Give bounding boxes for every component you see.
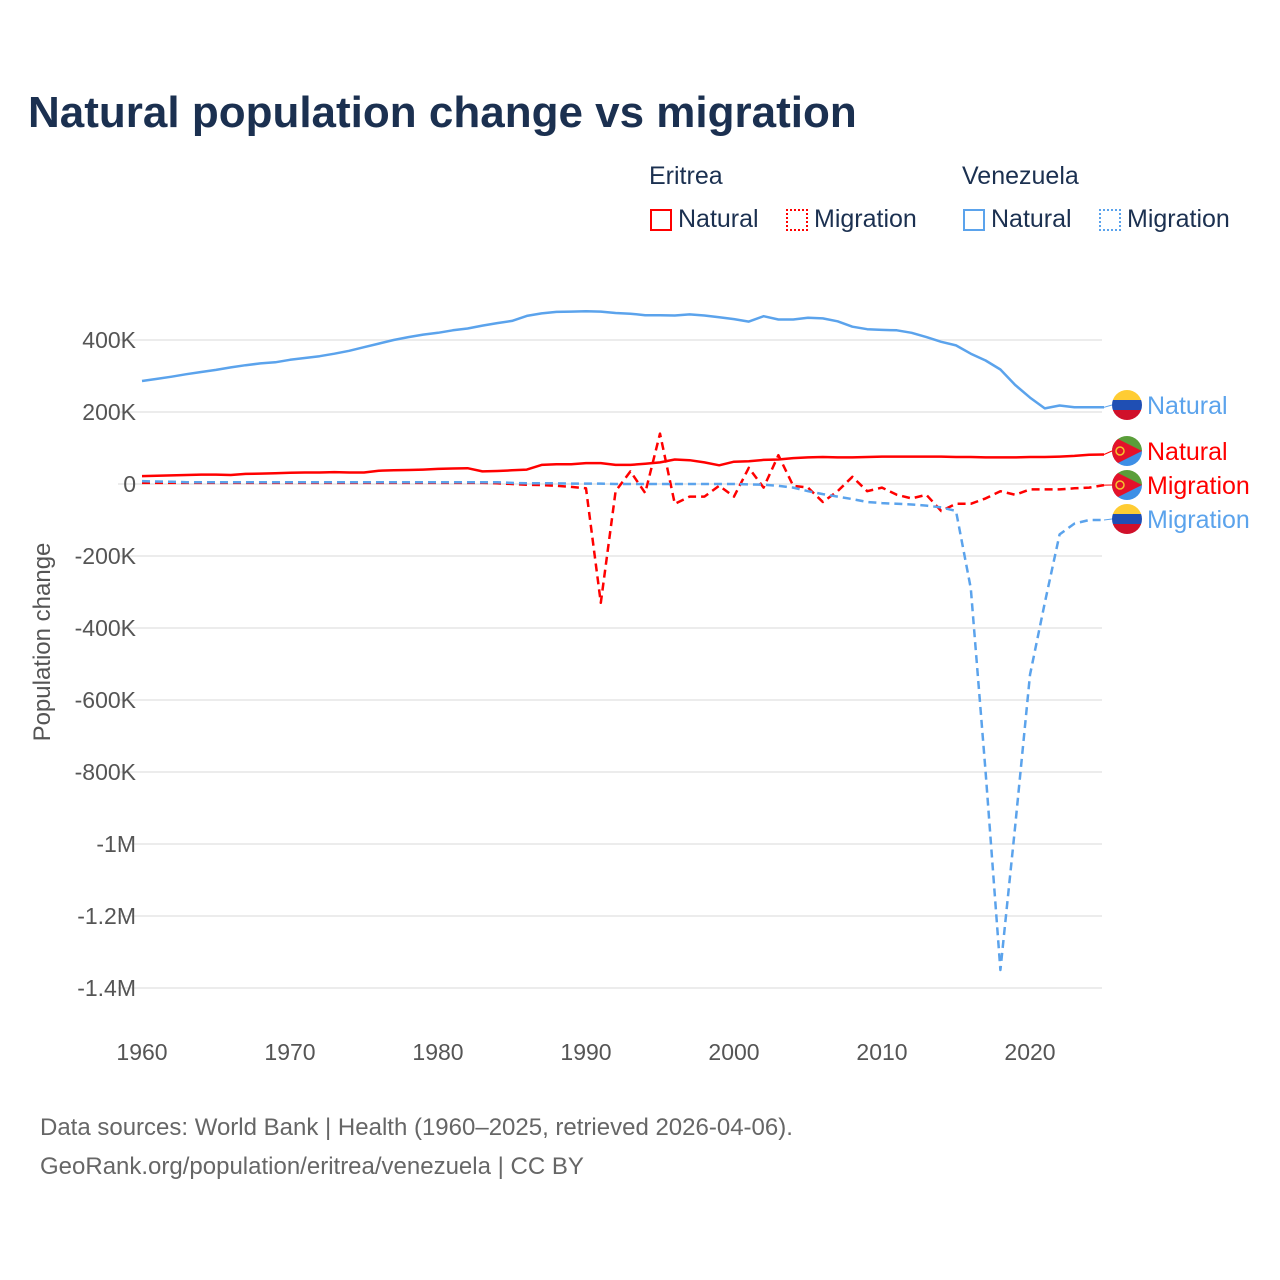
flag-body	[1112, 470, 1142, 500]
y-tick-label: 400K	[82, 327, 136, 353]
x-tick-label: 1960	[116, 1039, 167, 1065]
end-connector	[1103, 404, 1113, 408]
flag-triangle	[1112, 436, 1142, 466]
x-tick-label: 2020	[1004, 1039, 1055, 1065]
legend-label: Natural	[678, 205, 759, 233]
venezuela-flag-icon	[1112, 504, 1142, 534]
source-note: Data sources: World Bank | Health (1960–…	[40, 1108, 793, 1186]
y-tick-label: -1.2M	[77, 903, 136, 929]
legend-label: Natural	[991, 205, 1072, 233]
flag-triangle	[1112, 470, 1142, 500]
flag-body	[1112, 504, 1142, 534]
chart-title: Natural population change vs migration	[28, 88, 857, 137]
legend-venezuela-migration[interactable]: Migration	[1099, 205, 1230, 234]
flag-stripe	[1112, 524, 1142, 534]
legend-group-venezuela: Venezuela	[962, 162, 1079, 190]
y-tick-label: -200K	[75, 543, 137, 569]
end-connector	[1103, 518, 1113, 521]
x-tick-label: 2010	[856, 1039, 907, 1065]
series-end-label: Natural	[1147, 392, 1228, 420]
y-tick-label: 0	[123, 471, 136, 497]
flag-body	[1112, 436, 1142, 466]
series-line-eritrea-natural	[141, 453, 1105, 478]
y-tick-label: -800K	[75, 759, 137, 785]
x-tick-label: 1980	[412, 1039, 463, 1065]
flag-emblem	[1115, 480, 1125, 490]
y-tick-label: 200K	[82, 399, 136, 425]
legend-eritrea-migration[interactable]: Migration	[786, 205, 917, 234]
flag-stripe	[1112, 400, 1142, 410]
series-line-eritrea-migration	[142, 432, 1105, 605]
end-connector	[1103, 450, 1113, 455]
y-tick-label: -1.4M	[77, 975, 136, 1001]
legend-label: Migration	[1127, 205, 1230, 233]
y-tick-label: -600K	[75, 687, 137, 713]
source-line-2[interactable]: GeoRank.org/population/eritrea/venezuela…	[40, 1153, 584, 1180]
source-line-1: Data sources: World Bank | Health (1960–…	[40, 1114, 793, 1141]
legend-group-eritrea: Eritrea	[649, 162, 723, 190]
flag-stripe	[1112, 410, 1142, 420]
series-line-venezuela-migration	[141, 479, 1104, 972]
x-tick-label: 1990	[560, 1039, 611, 1065]
legend-label: Migration	[814, 205, 917, 233]
series-end-label: Natural	[1147, 438, 1228, 466]
venezuela-flag-icon	[1112, 390, 1142, 420]
flag-stripe	[1112, 390, 1142, 400]
eritrea-flag-icon	[1112, 436, 1142, 466]
y-axis-label: Population change	[29, 543, 56, 742]
flag-body	[1112, 390, 1142, 420]
flag-stripe	[1112, 514, 1142, 524]
flag-emblem	[1115, 446, 1125, 456]
legend-venezuela-natural[interactable]: Natural	[963, 205, 1072, 234]
x-tick-label: 2000	[708, 1039, 759, 1065]
y-tick-label: -1M	[96, 831, 136, 857]
flag-stripe	[1112, 504, 1142, 514]
x-tick-label: 1970	[264, 1039, 315, 1065]
legend-swatch-dotted	[1099, 208, 1121, 231]
legend-eritrea-natural[interactable]: Natural	[650, 205, 759, 234]
series-end-label: Migration	[1147, 506, 1250, 534]
eritrea-flag-icon	[1112, 470, 1142, 500]
series-end-label: Migration	[1147, 472, 1250, 500]
series-line-venezuela-natural	[141, 309, 1104, 410]
legend-swatch-dotted	[786, 208, 808, 231]
legend-swatch-solid	[650, 208, 672, 231]
legend-swatch-solid	[963, 208, 985, 231]
y-tick-label: -400K	[75, 615, 137, 641]
